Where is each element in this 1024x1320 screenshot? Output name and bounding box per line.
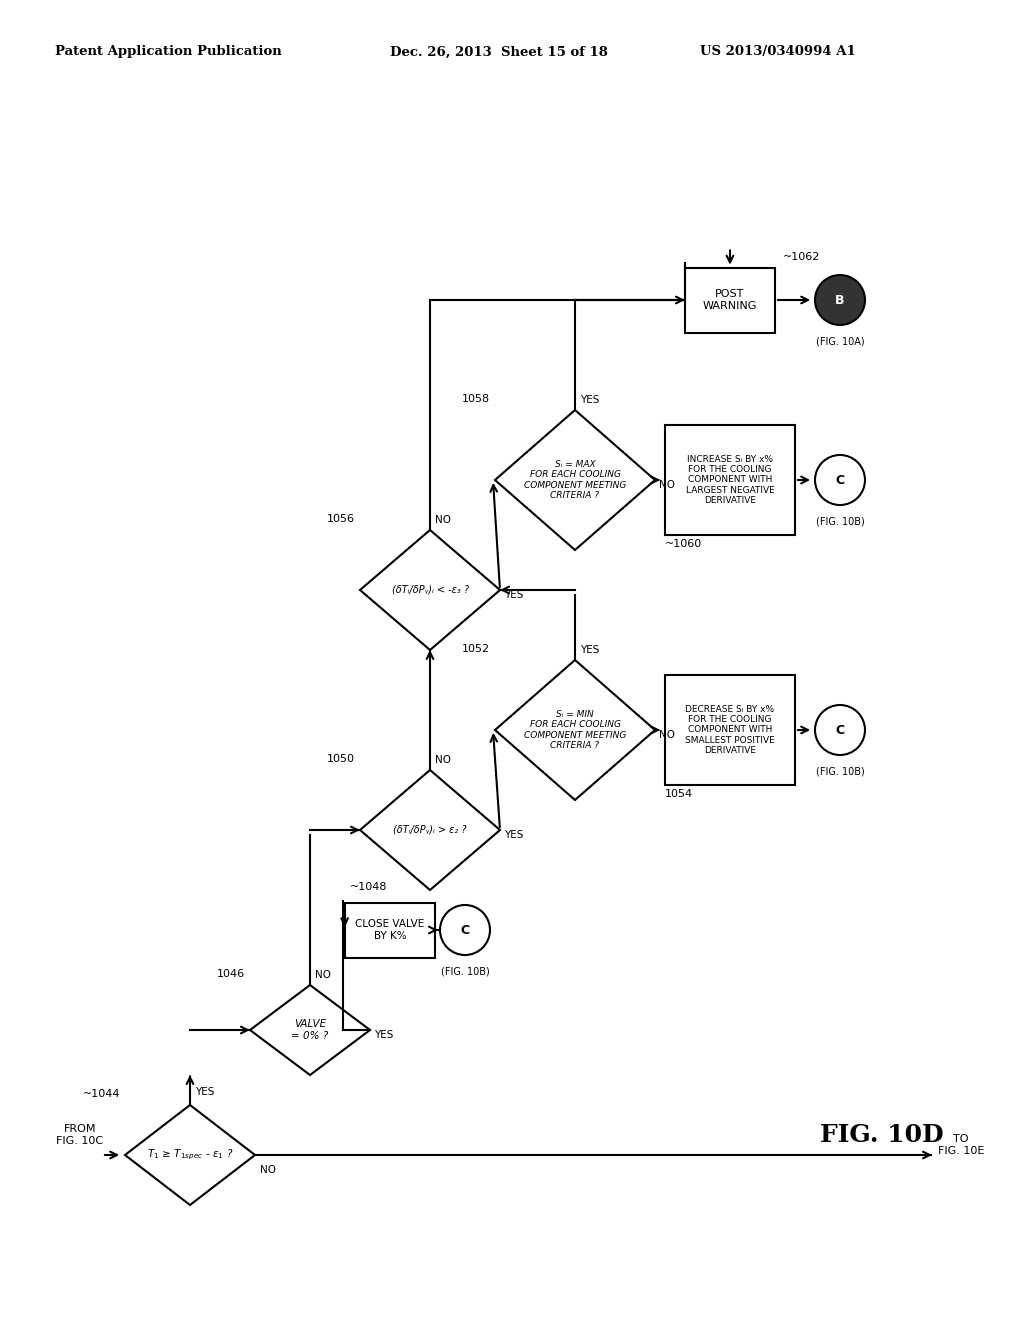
Text: POST
WARNING: POST WARNING [702,289,757,310]
Text: YES: YES [195,1086,214,1097]
Text: T$_1$ ≥ T$_{1spec}$ - ε$_1$ ?: T$_1$ ≥ T$_{1spec}$ - ε$_1$ ? [146,1148,233,1162]
Text: (FIG. 10B): (FIG. 10B) [816,517,864,527]
Text: US 2013/0340994 A1: US 2013/0340994 A1 [700,45,856,58]
Text: Patent Application Publication: Patent Application Publication [55,45,282,58]
Text: 1050: 1050 [327,754,355,764]
Text: NO: NO [659,480,675,490]
Text: B: B [836,293,845,306]
Circle shape [815,275,865,325]
Text: 1058: 1058 [462,393,490,404]
Text: 1046: 1046 [217,969,245,979]
Text: YES: YES [504,830,523,840]
Text: 1054: 1054 [665,789,693,799]
Text: VALVE
= 0% ?: VALVE = 0% ? [292,1019,329,1040]
Text: ~1060: ~1060 [665,539,702,549]
Text: YES: YES [580,645,599,655]
Text: ~1044: ~1044 [83,1089,120,1100]
Text: (δTᵢ/δPᵧ)ᵢ > ε₂ ?: (δTᵢ/δPᵧ)ᵢ > ε₂ ? [393,825,467,836]
Circle shape [440,906,490,954]
Text: DECREASE Sᵢ BY x%
FOR THE COOLING
COMPONENT WITH
SMALLEST POSITIVE
DERIVATIVE: DECREASE Sᵢ BY x% FOR THE COOLING COMPON… [685,705,775,755]
Text: 1052: 1052 [462,644,490,653]
Text: (FIG. 10B): (FIG. 10B) [816,767,864,777]
Text: ~1048: ~1048 [350,883,387,892]
Text: (FIG. 10A): (FIG. 10A) [816,337,864,347]
Text: C: C [836,723,845,737]
Text: YES: YES [374,1030,393,1040]
Text: NO: NO [435,515,451,525]
Text: NO: NO [315,970,331,979]
Text: 1056: 1056 [327,513,355,524]
Text: C: C [836,474,845,487]
Text: (FIG. 10B): (FIG. 10B) [440,968,489,977]
Text: INCREASE Sᵢ BY x%
FOR THE COOLING
COMPONENT WITH
LARGEST NEGATIVE
DERIVATIVE: INCREASE Sᵢ BY x% FOR THE COOLING COMPON… [686,454,774,506]
Text: C: C [461,924,470,936]
Text: FROM
FIG. 10C: FROM FIG. 10C [56,1125,103,1146]
Text: Sᵢ = MIN
FOR EACH COOLING
COMPONENT MEETING
CRITERIA ?: Sᵢ = MIN FOR EACH COOLING COMPONENT MEET… [524,710,627,750]
Circle shape [815,455,865,506]
Text: YES: YES [504,590,523,601]
Text: NO: NO [435,755,451,766]
Text: YES: YES [580,395,599,405]
Text: TO
FIG. 10E: TO FIG. 10E [938,1134,984,1156]
Text: ~1062: ~1062 [783,252,820,261]
Circle shape [815,705,865,755]
Text: CLOSE VALVE
BY K%: CLOSE VALVE BY K% [355,919,425,941]
Text: FIG. 10D: FIG. 10D [820,1123,944,1147]
Text: NO: NO [260,1166,276,1175]
Text: (δTᵢ/δPᵧ)ᵢ < -ε₃ ?: (δTᵢ/δPᵧ)ᵢ < -ε₃ ? [391,585,469,595]
Text: NO: NO [659,730,675,741]
Text: Sᵢ = MAX
FOR EACH COOLING
COMPONENT MEETING
CRITERIA ?: Sᵢ = MAX FOR EACH COOLING COMPONENT MEET… [524,459,627,500]
Text: Dec. 26, 2013  Sheet 15 of 18: Dec. 26, 2013 Sheet 15 of 18 [390,45,608,58]
